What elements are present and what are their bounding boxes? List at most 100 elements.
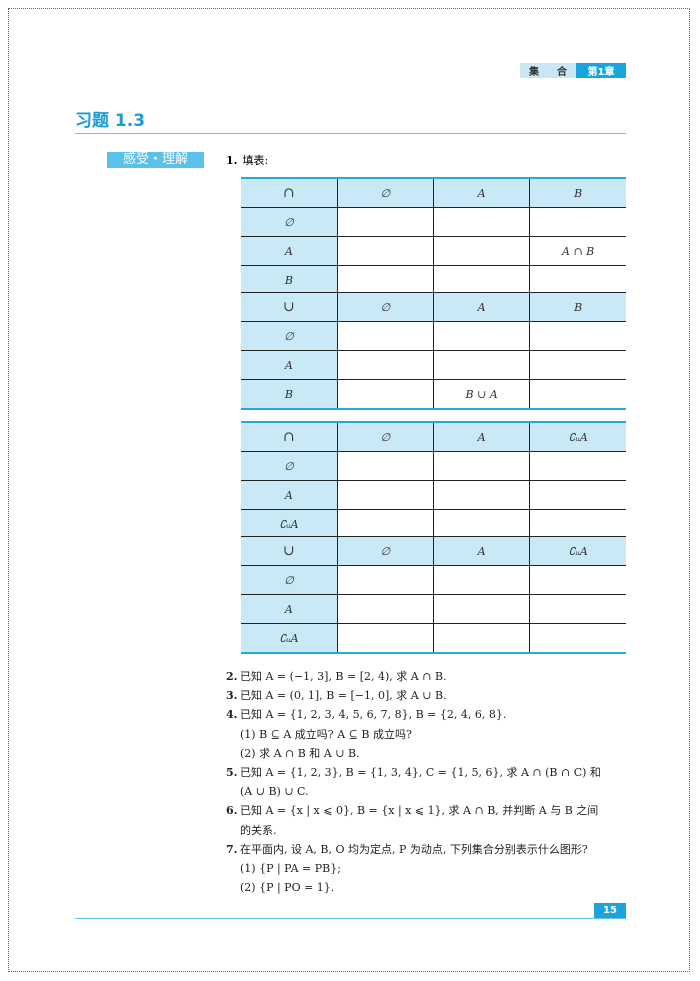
question-text: 在平面内, 设 A, B, O 均为定点, P 为动点, 下列集合分别表示什么图… (240, 842, 588, 856)
chapter-header: 集 合 第1章 (520, 63, 626, 78)
table-cell (432, 350, 531, 380)
question-line: 6. 已知 A = {x | x ⩽ 0}, B = {x | x ⩽ 1}, 求… (226, 801, 601, 820)
table-cell: A (241, 236, 338, 266)
table-cell (529, 321, 626, 351)
table-cell: ∅ (241, 321, 338, 351)
table-row: B B ∪ A (241, 379, 626, 410)
operation-table: ∪ ∅ A B ∅ A B B ∪ A (241, 292, 626, 410)
table-header-row: ∩ ∅ A ∁ᵤA (241, 421, 626, 452)
table-cell (529, 480, 626, 510)
table-cell (432, 207, 531, 237)
table-cell (336, 451, 435, 481)
table-cell (432, 321, 531, 351)
table-cell: ∅ (241, 451, 338, 481)
operation-table: ∩ ∅ A ∁ᵤA ∅ A ∁ᵤA (241, 421, 626, 539)
table-cell (529, 207, 626, 237)
table-row: A (241, 350, 626, 380)
table-cell: ∅ (241, 565, 338, 595)
table-header-row: ∪ ∅ A ∁ᵤA (241, 536, 626, 566)
table-cell (432, 265, 531, 295)
question-text: (A ∪ B) ∪ C. (240, 785, 309, 799)
table-cell: ∩ (241, 421, 338, 452)
table-cell: ∁ᵤA (529, 536, 626, 566)
table-cell: ∁ᵤA (241, 509, 338, 539)
table-row: ∅ (241, 565, 626, 595)
question-list: 2. 已知 A = (−1, 3], B = [2, 4), 求 A ∩ B. 3.… (226, 667, 601, 897)
question-text: 已知 A = {1, 2, 3}, B = {1, 3, 4}, C = {1,… (240, 766, 601, 780)
table-row: B (241, 265, 626, 295)
table-cell (336, 350, 435, 380)
table-cell (432, 565, 531, 595)
table-cell (529, 379, 626, 410)
table-cell (336, 480, 435, 510)
table-cell: A (432, 421, 531, 452)
table-cell: A (432, 536, 531, 566)
table-cell (432, 623, 531, 654)
table-cell: A (241, 480, 338, 510)
footer-rule (75, 918, 626, 919)
question-number: 7. (226, 842, 238, 856)
table-header-row: ∪ ∅ A B (241, 292, 626, 322)
table-cell (529, 451, 626, 481)
question-line: 4. 已知 A = {1, 2, 3, 4, 5, 6, 7, 8}, B = {… (226, 705, 601, 724)
table-cell (529, 565, 626, 595)
operation-table: ∪ ∅ A ∁ᵤA ∅ A ∁ᵤA (241, 536, 626, 654)
table-cell: B (529, 177, 626, 208)
chapter-name-1: 集 (529, 67, 539, 78)
table-header-row: ∩ ∅ A B (241, 177, 626, 208)
question-number: 6. (226, 804, 238, 818)
table-cell (529, 265, 626, 295)
question-text: 已知 A = (−1, 3], B = [2, 4), 求 A ∩ B. (240, 670, 447, 683)
table-cell (432, 236, 531, 266)
table-row: ∁ᵤA (241, 623, 626, 654)
table-cell: ∅ (336, 177, 435, 208)
question-number: 2. (226, 670, 238, 683)
table-cell (432, 594, 531, 624)
table-row: ∅ (241, 321, 626, 351)
question-text: (1) B ⊆ A 成立吗? A ⊆ B 成立吗? (240, 727, 412, 741)
page-border (8, 8, 690, 972)
table-cell (336, 265, 435, 295)
table-cell (336, 594, 435, 624)
question-text: (2) {P | PO = 1}. (240, 881, 335, 895)
question-line: (2) {P | PO = 1}. (226, 878, 601, 897)
table-cell (336, 321, 435, 351)
section-title: 习题 1.3 (75, 111, 146, 131)
table-cell (432, 480, 531, 510)
table-row: A (241, 594, 626, 624)
table-cell: ∩ (241, 177, 338, 208)
question-number: 1. (226, 154, 238, 167)
question-1: 1. 填表: (226, 152, 268, 168)
title-rule (75, 133, 626, 134)
table-cell (336, 565, 435, 595)
question-text: (2) 求 A ∩ B 和 A ∪ B. (240, 746, 360, 760)
table-cell (529, 509, 626, 539)
table-cell: A (432, 177, 531, 208)
question-line: 5. 已知 A = {1, 2, 3}, B = {1, 3, 4}, C = {… (226, 763, 601, 782)
table-cell (336, 623, 435, 654)
question-line: (2) 求 A ∩ B 和 A ∪ B. (226, 744, 601, 763)
question-line: (A ∪ B) ∪ C. (226, 782, 601, 801)
table-cell: ∅ (336, 292, 435, 322)
table-cell: ∅ (241, 207, 338, 237)
table-cell (432, 451, 531, 481)
chapter-label: 第1章 (576, 63, 626, 78)
table-row: ∅ (241, 207, 626, 237)
table-cell (432, 509, 531, 539)
table-cell: A (241, 594, 338, 624)
table-row: A (241, 480, 626, 510)
question-line: (1) {P | PA = PB}; (226, 859, 601, 878)
page-number: 15 (594, 903, 626, 918)
table-cell: B (529, 292, 626, 322)
table-cell: ∁ᵤA (241, 623, 338, 654)
table-cell: ∅ (336, 536, 435, 566)
chapter-name-2: 合 (557, 67, 567, 78)
table-cell (336, 509, 435, 539)
section-tag: 感受・理解 (107, 152, 204, 168)
question-line: (1) B ⊆ A 成立吗? A ⊆ B 成立吗? (226, 725, 601, 744)
table-row: A A ∩ B (241, 236, 626, 266)
question-text: 已知 A = {1, 2, 3, 4, 5, 6, 7, 8}, B = {2,… (240, 708, 507, 722)
table-cell: ∁ᵤA (529, 421, 626, 452)
